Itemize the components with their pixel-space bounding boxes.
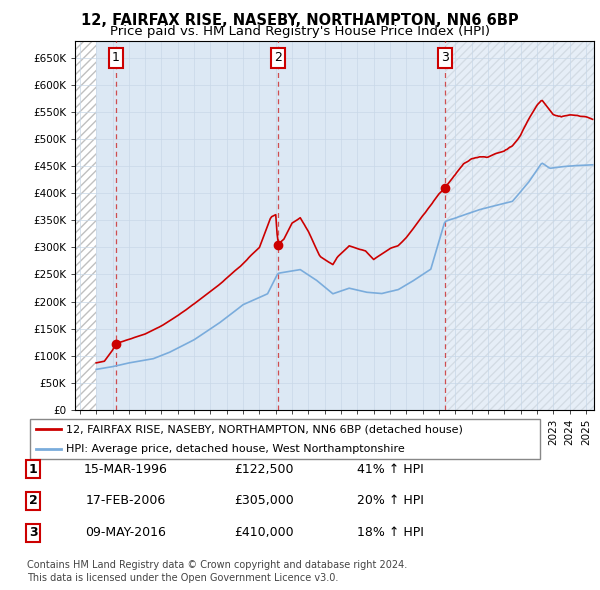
Text: 3: 3 [441, 51, 449, 64]
Text: 1: 1 [29, 463, 37, 476]
Text: HPI: Average price, detached house, West Northamptonshire: HPI: Average price, detached house, West… [65, 444, 404, 454]
Bar [75, 41, 96, 410]
Text: £410,000: £410,000 [234, 526, 294, 539]
Text: 17-FEB-2006: 17-FEB-2006 [86, 494, 166, 507]
Bar [445, 41, 594, 410]
Text: 3: 3 [29, 526, 37, 539]
Bar [445, 41, 594, 410]
Text: 41% ↑ HPI: 41% ↑ HPI [356, 463, 424, 476]
Text: 20% ↑ HPI: 20% ↑ HPI [356, 494, 424, 507]
Text: Contains HM Land Registry data © Crown copyright and database right 2024.
This d: Contains HM Land Registry data © Crown c… [27, 560, 407, 583]
Text: 15-MAR-1996: 15-MAR-1996 [84, 463, 168, 476]
Text: 2: 2 [274, 51, 282, 64]
Text: 18% ↑ HPI: 18% ↑ HPI [356, 526, 424, 539]
FancyBboxPatch shape [29, 419, 541, 459]
Text: 12, FAIRFAX RISE, NASEBY, NORTHAMPTON, NN6 6BP (detached house): 12, FAIRFAX RISE, NASEBY, NORTHAMPTON, N… [65, 424, 463, 434]
Text: 2: 2 [29, 494, 37, 507]
Text: 12, FAIRFAX RISE, NASEBY, NORTHAMPTON, NN6 6BP: 12, FAIRFAX RISE, NASEBY, NORTHAMPTON, N… [81, 13, 519, 28]
Text: 09-MAY-2016: 09-MAY-2016 [86, 526, 166, 539]
Text: 1: 1 [112, 51, 120, 64]
Bar [445, 41, 594, 410]
Text: £122,500: £122,500 [234, 463, 294, 476]
Text: £305,000: £305,000 [234, 494, 294, 507]
Text: Price paid vs. HM Land Registry's House Price Index (HPI): Price paid vs. HM Land Registry's House … [110, 25, 490, 38]
